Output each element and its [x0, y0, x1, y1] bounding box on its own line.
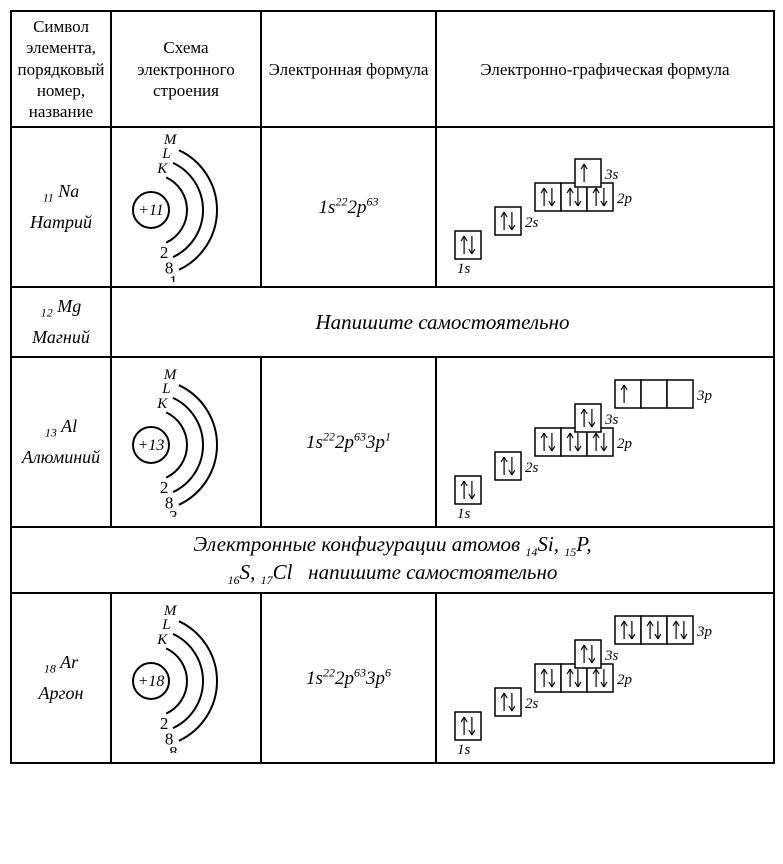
svg-text:M: M	[163, 603, 178, 619]
svg-text:2s: 2s	[525, 460, 539, 476]
shell-diagram-ar: +18K2L8M8	[116, 603, 261, 753]
orbital-diagram-al: 1s 2s 2p 3s 3p	[445, 362, 765, 522]
svg-text:K: K	[156, 396, 168, 412]
svg-text:K: K	[156, 161, 168, 177]
periodic-structure-table: Символ элемен­та, по­рядковый номер, наз…	[10, 10, 775, 764]
note-text1: Электронные конфигурации атомов	[193, 532, 520, 556]
al-name: Алюминий	[22, 447, 100, 467]
row-al: 13 Al Алюминий +13K2L8M3 1s222p633p1 1s2…	[11, 357, 774, 527]
note-s-n: 16	[228, 573, 240, 587]
mg-name: Магний	[32, 327, 90, 347]
svg-text:2p: 2p	[617, 191, 633, 207]
svg-text:3s: 3s	[604, 412, 619, 428]
svg-text:3p: 3p	[696, 624, 713, 640]
svg-text:+13: +13	[138, 437, 165, 454]
cell-na-orbital: 1s 2s 2p 3s	[436, 127, 774, 287]
row-note: Электронные конфигурации атомов 14Si, 15…	[11, 527, 774, 593]
ar-symbol: Ar	[60, 652, 78, 672]
mg-symbol: Mg	[57, 296, 81, 316]
row-na: 11 Na Натрий +11K2L8M1 1s222p63 1s2s2p3s	[11, 127, 774, 287]
svg-text:3s: 3s	[604, 167, 619, 183]
orbital-diagram-ar: 1s 2s 2p 3s 3p	[445, 598, 765, 758]
header-ographic: Электронно-графическая формула	[436, 11, 774, 127]
cell-ar-formula: 1s222p633p6	[261, 593, 436, 763]
cell-note: Электронные конфигурации атомов 14Si, 15…	[11, 527, 774, 593]
cell-al-orbital: 1s 2s 2p 3s 3p	[436, 357, 774, 527]
svg-text:3: 3	[169, 507, 178, 517]
ar-number: 18	[44, 662, 56, 676]
row-ar: 18 Ar Аргон +18K2L8M8 1s222p633p6 1s2s2p…	[11, 593, 774, 763]
svg-text:2s: 2s	[525, 696, 539, 712]
svg-text:+11: +11	[138, 202, 164, 219]
note-text2: напишите самостоятельно	[308, 560, 557, 584]
mg-number: 12	[41, 306, 53, 320]
note-p-n: 15	[564, 545, 576, 559]
cell-ar-orbital: 1s 2s 2p 3s 3p	[436, 593, 774, 763]
na-formula: 1s222p63	[319, 197, 379, 218]
shell-diagram-al: +13K2L8M3	[116, 367, 261, 517]
svg-text:1s: 1s	[457, 742, 471, 758]
svg-text:8: 8	[169, 743, 178, 753]
cell-ar-symbol: 18 Ar Аргон	[11, 593, 111, 763]
svg-text:M: M	[163, 367, 178, 383]
note-s-s: S	[240, 560, 251, 584]
row-mg: 12 Mg Магний Напишите самостоятельно	[11, 287, 774, 357]
cell-na-formula: 1s222p63	[261, 127, 436, 287]
cell-mg-writeit: Напишите самостоятельно	[111, 287, 774, 357]
orbital-diagram-na: 1s 2s 2p 3s	[445, 137, 765, 277]
na-number: 11	[43, 191, 54, 205]
na-symbol: Na	[58, 181, 79, 201]
cell-mg-symbol: 12 Mg Магний	[11, 287, 111, 357]
ar-formula: 1s222p633p6	[306, 668, 391, 689]
svg-text:1: 1	[169, 272, 178, 282]
svg-text:+18: +18	[138, 673, 165, 690]
na-name: Натрий	[30, 212, 92, 232]
svg-text:1s: 1s	[457, 261, 471, 277]
svg-text:1s: 1s	[457, 506, 471, 522]
header-scheme: Схема электронного строения	[111, 11, 261, 127]
note-si-n: 14	[525, 545, 537, 559]
shell-diagram-na: +11K2L8M1	[116, 132, 261, 282]
note-p-s: P	[576, 532, 586, 556]
al-symbol: Al	[61, 416, 77, 436]
note-cl-n: 17	[261, 573, 273, 587]
svg-text:2s: 2s	[525, 215, 539, 231]
svg-text:K: K	[156, 632, 168, 648]
ar-name: Аргон	[39, 683, 84, 703]
al-number: 13	[45, 426, 57, 440]
cell-al-symbol: 13 Al Алюминий	[11, 357, 111, 527]
svg-text:2p: 2p	[617, 672, 633, 688]
svg-text:M: M	[163, 132, 178, 148]
cell-al-formula: 1s222p633p1	[261, 357, 436, 527]
svg-text:2p: 2p	[617, 436, 633, 452]
note-cl-s: Cl	[273, 560, 293, 584]
al-formula: 1s222p633p1	[306, 432, 391, 453]
cell-na-scheme: +11K2L8M1	[111, 127, 261, 287]
cell-ar-scheme: +18K2L8M8	[111, 593, 261, 763]
cell-al-scheme: +13K2L8M3	[111, 357, 261, 527]
header-eformula: Электронная формула	[261, 11, 436, 127]
cell-na-symbol: 11 Na Натрий	[11, 127, 111, 287]
note-si-s: Si	[537, 532, 553, 556]
svg-text:3s: 3s	[604, 648, 619, 664]
svg-text:3p: 3p	[696, 388, 713, 404]
header-symbol: Символ элемен­та, по­рядковый номер, наз…	[11, 11, 111, 127]
header-row: Символ элемен­та, по­рядковый номер, наз…	[11, 11, 774, 127]
